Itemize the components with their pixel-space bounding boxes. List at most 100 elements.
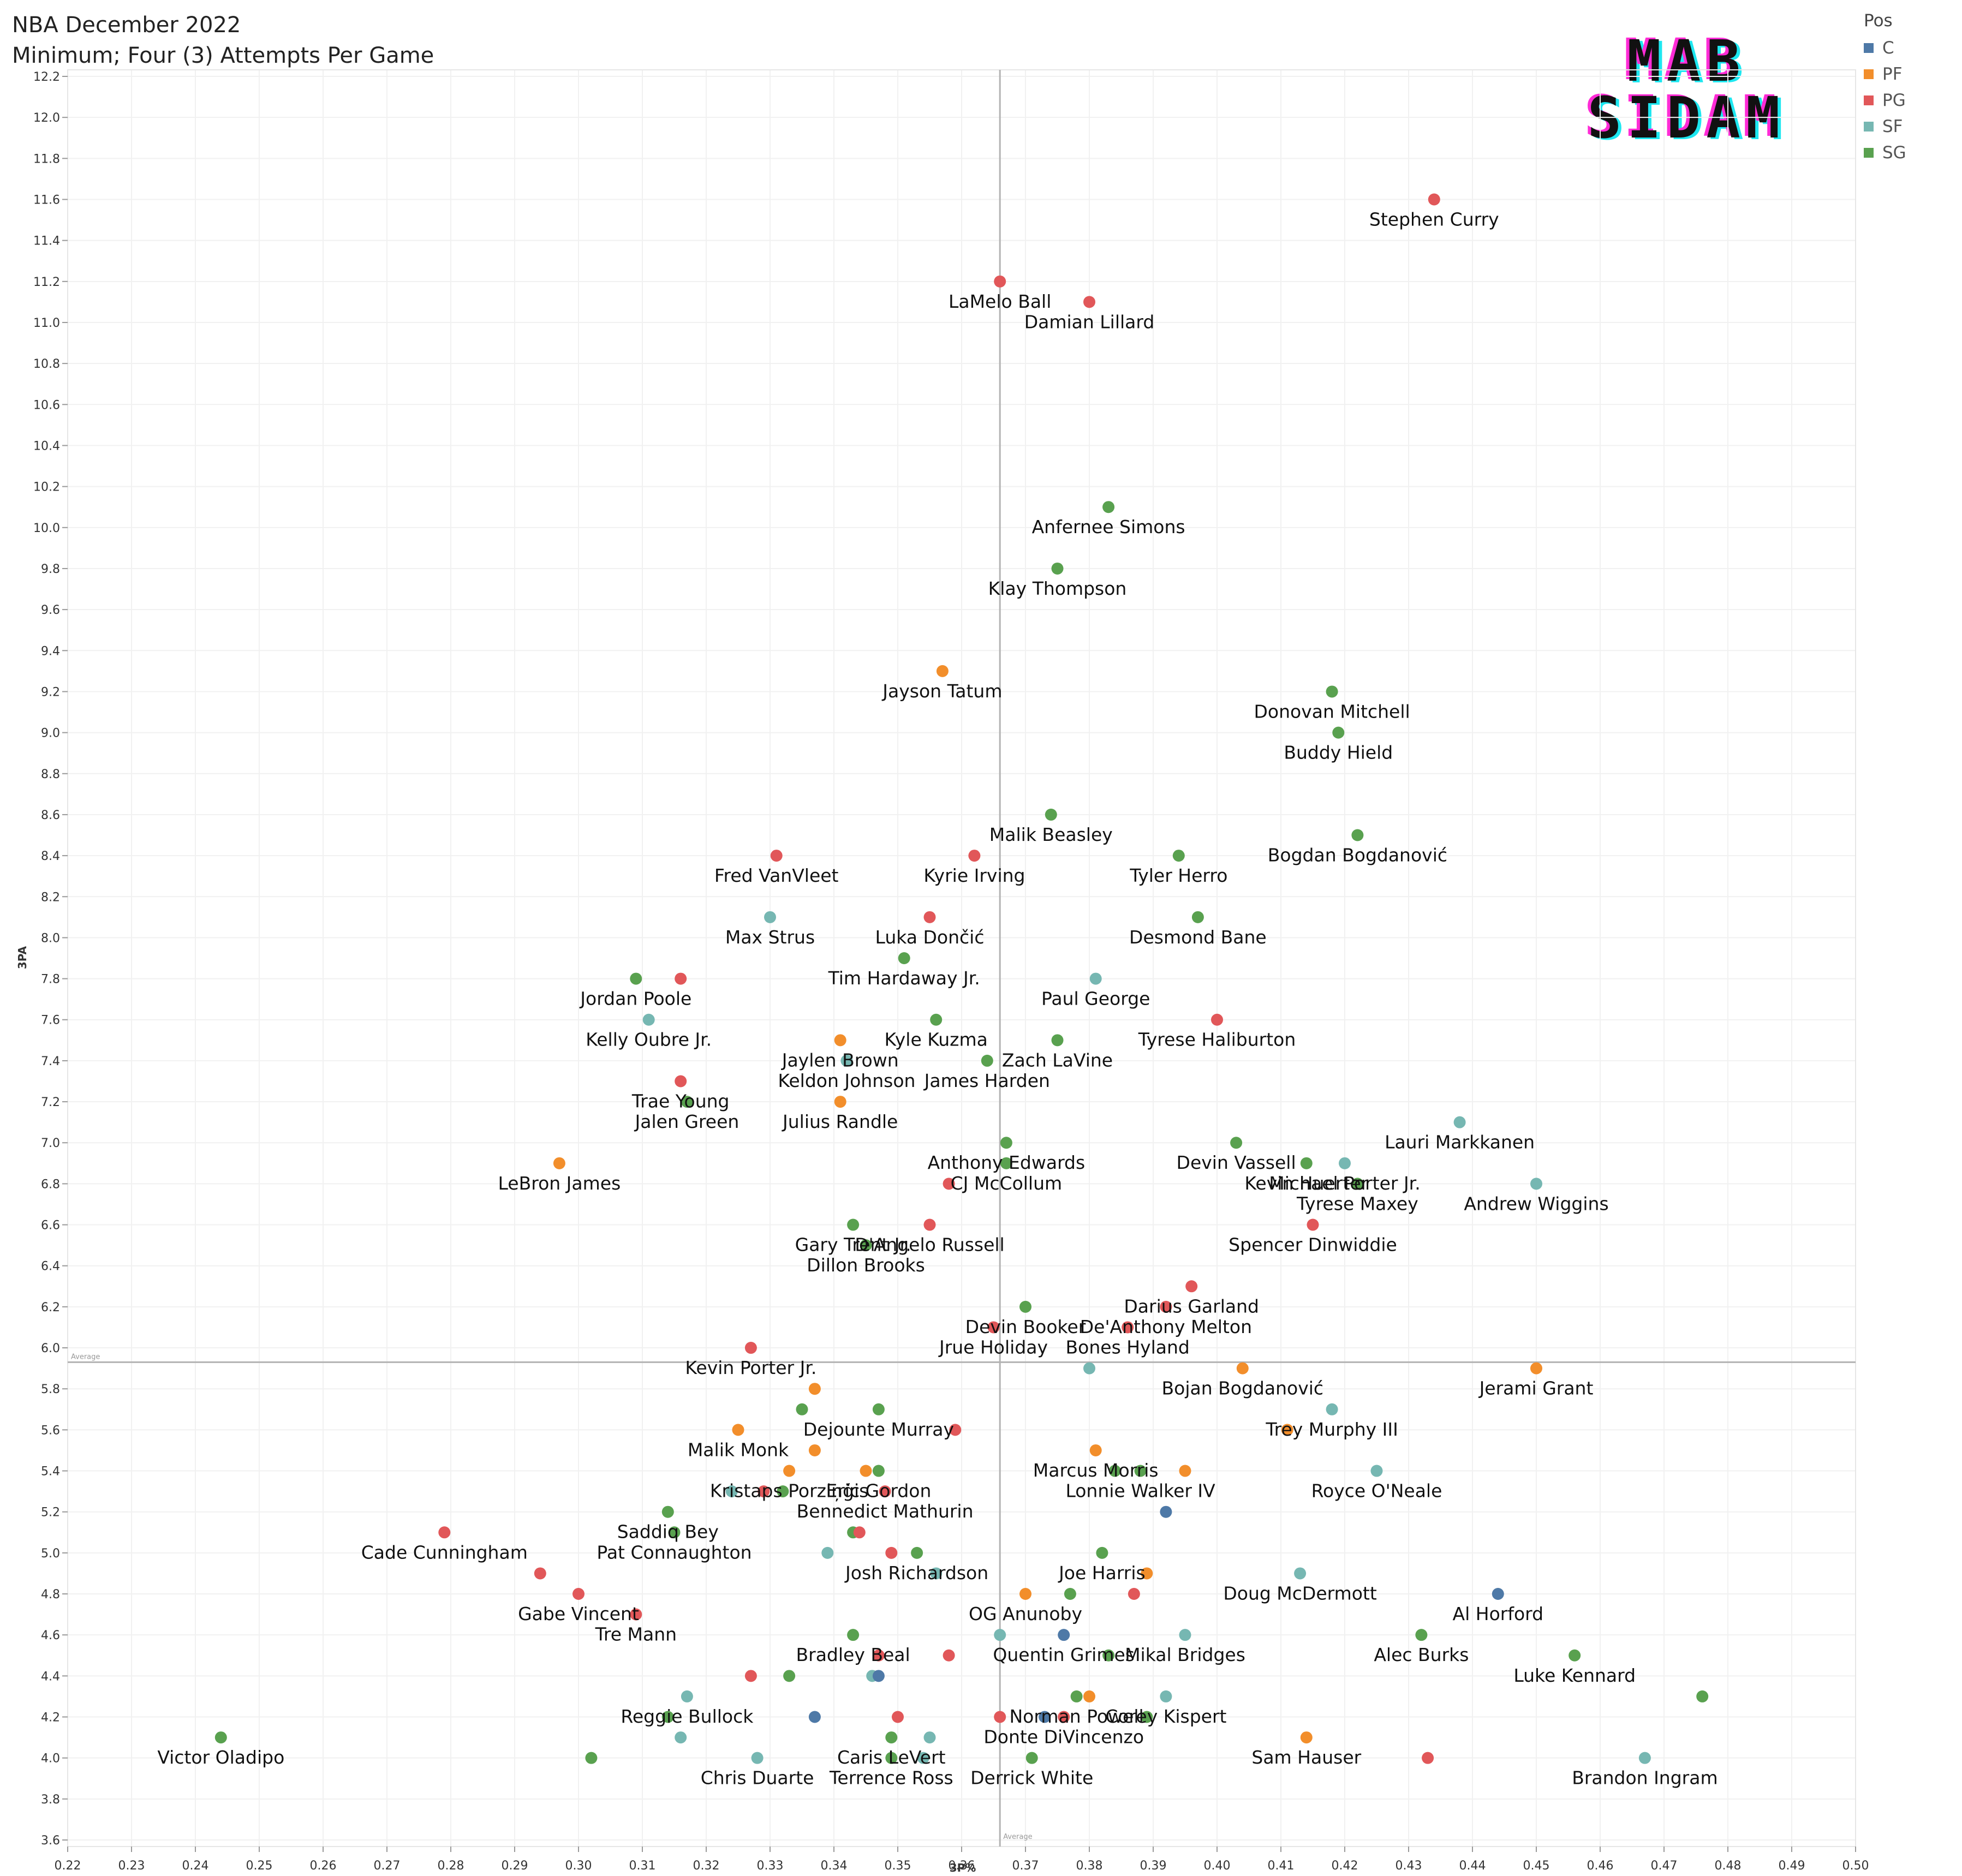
data-point[interactable]: [1089, 972, 1102, 985]
data-point[interactable]: [585, 1752, 598, 1764]
data-point[interactable]: [923, 1218, 936, 1231]
data-point[interactable]: [1141, 1711, 1153, 1723]
data-point[interactable]: [1453, 1116, 1466, 1128]
data-point[interactable]: [675, 1731, 687, 1744]
data-point[interactable]: [1638, 1752, 1651, 1764]
data-point[interactable]: [1058, 1629, 1070, 1641]
data-point[interactable]: [1370, 1465, 1383, 1477]
data-point[interactable]: [987, 1321, 1000, 1334]
data-point[interactable]: [1569, 1649, 1581, 1662]
data-point[interactable]: [885, 1752, 898, 1764]
data-point[interactable]: [1051, 1034, 1064, 1047]
data-point[interactable]: [1492, 1588, 1504, 1600]
data-point[interactable]: [1058, 1711, 1070, 1723]
data-point[interactable]: [1070, 1690, 1083, 1702]
data-point[interactable]: [1351, 829, 1364, 841]
data-point[interactable]: [1530, 1362, 1542, 1375]
data-point[interactable]: [834, 1096, 846, 1108]
data-point[interactable]: [1096, 1546, 1108, 1559]
data-point[interactable]: [681, 1690, 693, 1702]
data-point[interactable]: [949, 1424, 962, 1436]
data-point[interactable]: [1236, 1362, 1249, 1375]
data-point[interactable]: [1102, 501, 1115, 513]
data-point[interactable]: [898, 952, 910, 964]
data-point[interactable]: [847, 1218, 860, 1231]
data-point[interactable]: [1045, 808, 1057, 821]
data-point[interactable]: [1025, 1752, 1038, 1764]
data-point[interactable]: [1428, 193, 1440, 206]
data-point[interactable]: [917, 1752, 929, 1764]
data-point[interactable]: [1185, 1280, 1198, 1293]
data-point[interactable]: [1083, 1362, 1095, 1375]
data-point[interactable]: [847, 1629, 860, 1641]
data-point[interactable]: [668, 1526, 681, 1539]
data-point[interactable]: [1160, 1300, 1172, 1313]
data-point[interactable]: [438, 1526, 451, 1539]
data-point[interactable]: [1179, 1465, 1191, 1477]
data-point[interactable]: [1696, 1690, 1709, 1702]
data-point[interactable]: [892, 1711, 904, 1723]
data-point[interactable]: [1415, 1629, 1428, 1641]
data-point[interactable]: [642, 1013, 655, 1026]
data-point[interactable]: [1191, 911, 1204, 923]
data-point[interactable]: [930, 1013, 943, 1026]
data-point[interactable]: [1160, 1690, 1172, 1702]
data-point[interactable]: [1019, 1300, 1031, 1313]
data-point[interactable]: [1000, 1137, 1012, 1149]
data-point[interactable]: [923, 911, 936, 923]
data-point[interactable]: [661, 1505, 674, 1518]
data-point[interactable]: [1128, 1588, 1140, 1600]
data-point[interactable]: [675, 972, 687, 985]
data-point[interactable]: [911, 1546, 923, 1559]
data-point[interactable]: [808, 1444, 821, 1456]
data-point[interactable]: [630, 972, 642, 985]
data-point[interactable]: [1307, 1218, 1319, 1231]
data-point[interactable]: [1102, 1649, 1115, 1662]
data-point[interactable]: [1160, 1505, 1172, 1518]
data-point[interactable]: [840, 1054, 853, 1067]
data-point[interactable]: [808, 1383, 821, 1395]
data-point[interactable]: [1000, 1157, 1012, 1169]
data-point[interactable]: [923, 1731, 936, 1744]
legend-item-pf[interactable]: PF: [1864, 61, 1906, 87]
data-point[interactable]: [994, 275, 1006, 288]
data-point[interactable]: [783, 1465, 796, 1477]
data-point[interactable]: [860, 1239, 872, 1252]
data-point[interactable]: [968, 850, 981, 862]
data-point[interactable]: [764, 911, 776, 923]
data-point[interactable]: [1332, 726, 1345, 739]
data-point[interactable]: [808, 1711, 821, 1723]
data-point[interactable]: [872, 1670, 885, 1682]
data-point[interactable]: [821, 1546, 834, 1559]
data-point[interactable]: [1281, 1424, 1293, 1436]
data-point[interactable]: [1351, 1178, 1364, 1190]
data-point[interactable]: [1019, 1588, 1031, 1600]
data-point[interactable]: [214, 1731, 227, 1744]
data-point[interactable]: [834, 1034, 846, 1047]
data-point[interactable]: [872, 1465, 885, 1477]
data-point[interactable]: [783, 1670, 796, 1682]
data-point[interactable]: [661, 1711, 674, 1723]
data-point[interactable]: [1179, 1629, 1191, 1641]
data-point[interactable]: [630, 1608, 642, 1621]
data-point[interactable]: [1422, 1752, 1434, 1764]
data-point[interactable]: [1039, 1711, 1051, 1723]
data-point[interactable]: [1300, 1731, 1313, 1744]
data-point[interactable]: [553, 1157, 565, 1169]
data-point[interactable]: [879, 1485, 891, 1498]
data-point[interactable]: [994, 1711, 1006, 1723]
data-point[interactable]: [1083, 1690, 1095, 1702]
data-point[interactable]: [725, 1485, 738, 1498]
data-point[interactable]: [1134, 1465, 1147, 1477]
data-point[interactable]: [1051, 562, 1064, 575]
data-point[interactable]: [1530, 1178, 1542, 1190]
data-point[interactable]: [770, 850, 783, 862]
legend-item-sf[interactable]: SF: [1864, 113, 1906, 140]
data-point[interactable]: [936, 665, 949, 677]
data-point[interactable]: [1339, 1157, 1351, 1169]
data-point[interactable]: [681, 1096, 693, 1108]
data-point[interactable]: [796, 1403, 808, 1415]
data-point[interactable]: [1326, 1403, 1338, 1415]
data-point[interactable]: [1172, 850, 1185, 862]
data-point[interactable]: [744, 1342, 757, 1354]
